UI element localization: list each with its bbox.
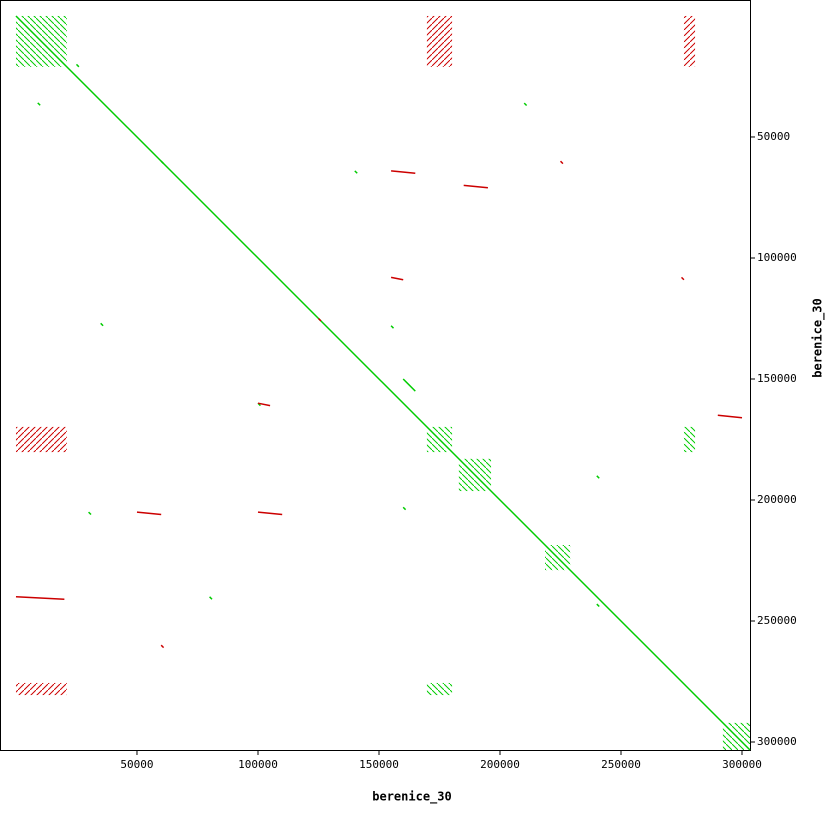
y-axis-label: berenice_30	[811, 298, 826, 377]
y-tick-label: 100000	[757, 251, 797, 264]
repeat-block	[426, 682, 453, 696]
repeat-block	[683, 426, 696, 453]
match-segment	[391, 170, 416, 175]
x-tick-label: 150000	[359, 758, 399, 771]
match-segment	[523, 102, 528, 107]
match-segment	[402, 378, 416, 392]
match-segment	[390, 276, 404, 281]
match-segment	[463, 184, 488, 189]
match-segment	[596, 475, 600, 479]
x-tick-label: 50000	[120, 758, 153, 771]
y-tick-label: 300000	[757, 735, 797, 748]
match-segment	[680, 276, 685, 281]
match-segment	[257, 511, 283, 516]
x-tick-label: 250000	[601, 758, 641, 771]
match-segment	[354, 170, 358, 174]
match-segment	[596, 603, 600, 608]
x-tick-label: 100000	[238, 758, 278, 771]
match-segment	[136, 511, 162, 516]
match-segment	[100, 322, 104, 327]
match-segment	[559, 160, 564, 165]
match-segment	[75, 63, 80, 68]
match-segment	[88, 511, 92, 516]
match-segment	[15, 15, 751, 751]
repeat-block	[15, 426, 67, 453]
match-segment	[37, 102, 41, 106]
match-segment	[257, 402, 271, 407]
repeat-block	[426, 15, 453, 67]
match-segment	[15, 596, 65, 600]
y-tick-label: 250000	[757, 614, 797, 627]
repeat-block	[683, 15, 696, 67]
x-tick-label: 300000	[722, 758, 762, 771]
y-tick-label: 200000	[757, 493, 797, 506]
match-segment	[402, 506, 407, 511]
match-segment	[317, 317, 322, 322]
y-tick-label: 150000	[757, 372, 797, 385]
repeat-block	[15, 682, 67, 696]
x-axis-label: berenice_30	[372, 790, 451, 805]
y-tick-label: 50000	[757, 130, 790, 143]
x-tick-label: 200000	[480, 758, 520, 771]
match-segment	[160, 160, 165, 165]
match-segment	[717, 414, 743, 419]
match-segment	[390, 325, 395, 329]
match-segment	[160, 644, 165, 649]
match-segment	[209, 596, 213, 600]
plot-frame	[0, 0, 751, 751]
